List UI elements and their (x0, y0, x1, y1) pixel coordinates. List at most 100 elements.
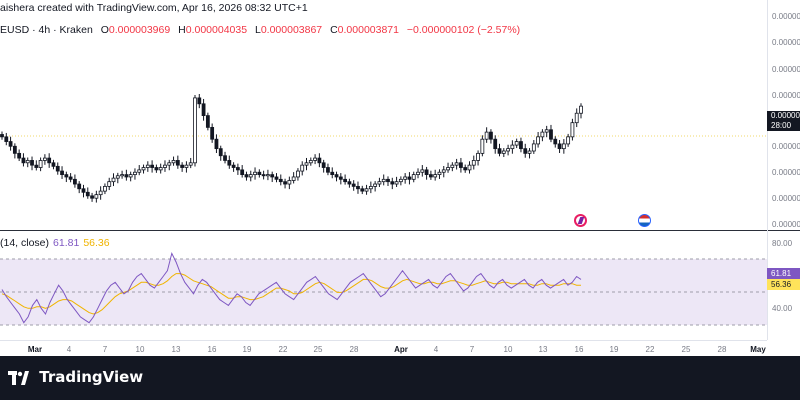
time-axis[interactable]: Mar 4 7 10 13 16 19 22 25 28 Apr 4 7 10 13 16 19 22 25 28 Ma… (28, 345, 766, 354)
time-axis-label: 25 (682, 345, 691, 354)
candle-body (180, 164, 185, 168)
time-axis-label: 19 (243, 345, 252, 354)
time-axis-label: 4 (434, 345, 439, 354)
rsi-axis-label: 40.00 (772, 304, 793, 313)
candle-body (270, 174, 275, 178)
candle-body (300, 164, 305, 172)
time-axis-label: Mar (28, 345, 42, 354)
candle-body (489, 131, 493, 140)
candle-body (471, 160, 476, 166)
symbol-legend[interactable]: EUSD · 4h · Kraken O0.000003969 H0.00000… (0, 24, 525, 36)
time-axis-label: 19 (610, 345, 619, 354)
candle-body (111, 177, 116, 183)
candle-body (343, 178, 348, 183)
candle-body (103, 185, 107, 192)
candle-body (549, 129, 553, 140)
current-price-tag: 0.00000 28:00 (767, 111, 800, 131)
us-flag-icon[interactable] (638, 214, 651, 227)
tradingview-logo[interactable]: TradingView (8, 368, 143, 386)
candle-body (107, 181, 112, 187)
price-axis-label: 0.000000 (772, 168, 800, 177)
candle-body (390, 181, 395, 185)
candle-body (484, 131, 489, 140)
candle-body (540, 131, 545, 138)
candle-body (373, 183, 378, 187)
candle-body (459, 162, 463, 168)
rsi-legend[interactable]: (14, close) 61.81 56.36 (0, 237, 110, 249)
candle-body (231, 164, 236, 168)
candle-body (193, 97, 197, 164)
candle-body (201, 103, 206, 117)
candle-body (244, 174, 249, 178)
bolt-icon[interactable] (574, 214, 587, 227)
candle-body (553, 138, 558, 145)
candle-body (12, 145, 17, 154)
candle-body (287, 180, 292, 185)
rsi-line (1, 251, 582, 324)
candle-body (351, 183, 356, 187)
rsi-ma-value-tag: 56.36 (767, 279, 800, 290)
rsi-ma-value: 56.36 (83, 237, 110, 249)
candle-body (407, 176, 412, 180)
candle-body (321, 162, 326, 168)
price-axis-label: 0.000000 (772, 65, 800, 74)
candle-body (210, 127, 215, 140)
ohlc-open-label: O (100, 24, 109, 36)
rsi-ma-line (1, 273, 581, 315)
candle-body (476, 152, 480, 161)
symbol-label[interactable]: EUSD · 4h · Kraken (0, 24, 93, 36)
ohlc-open-value: 0.000003969 (108, 24, 171, 36)
rsi-axis[interactable]: 80.00 40.00 (772, 239, 793, 313)
candle-body (463, 167, 468, 171)
candle-body (527, 150, 532, 154)
time-axis-label: 22 (279, 345, 288, 354)
time-axis-label: 10 (504, 345, 513, 354)
candle-body (360, 188, 365, 192)
candle-body (450, 164, 455, 168)
candle-body (441, 169, 446, 173)
candle-body (98, 190, 103, 196)
candle-body (510, 144, 515, 150)
ohlc-close-label: C (330, 24, 338, 36)
candle-body (317, 157, 322, 164)
time-axis-label: 4 (67, 345, 72, 354)
candle-body (501, 150, 506, 154)
candle-body (64, 174, 69, 178)
candle-body (175, 160, 180, 166)
candle-body (8, 141, 13, 147)
tradingview-logo-icon (8, 370, 29, 385)
candle-body (424, 169, 429, 176)
candle-body (171, 160, 176, 164)
price-pane[interactable] (0, 0, 767, 230)
candle-body (154, 167, 159, 171)
candle-body (21, 157, 26, 164)
price-axis-label: 0.000000 (772, 91, 800, 100)
candle-body (428, 174, 433, 178)
rsi-label[interactable]: (14, close) (0, 237, 50, 249)
candle-body (77, 183, 82, 190)
chart-canvas[interactable]: 0.0000000.0000000.0000000.0000000.000000… (0, 0, 800, 356)
candle-body (261, 174, 266, 177)
candle-body (433, 174, 438, 178)
candle-body (248, 174, 253, 178)
candle-body (536, 136, 541, 145)
candle-body (38, 160, 43, 168)
candle-body (235, 167, 240, 171)
candle-body (115, 175, 120, 179)
candle-body (30, 160, 34, 166)
candle-body (137, 169, 142, 173)
ohlc-high-value: 0.000004035 (185, 24, 248, 36)
candle-body (356, 185, 360, 190)
candle-body (167, 162, 172, 166)
candle-body (274, 176, 279, 180)
time-axis-label: 7 (470, 345, 475, 354)
candle-body (347, 181, 352, 185)
candle-body (278, 178, 283, 183)
candle-body (514, 141, 519, 146)
candle-body (296, 170, 300, 178)
candle-body (334, 174, 339, 178)
price-axis-label: 0.000000 (772, 38, 800, 47)
candle-body (214, 138, 219, 150)
candle-body (308, 160, 313, 164)
price-axis[interactable]: 0.0000000.0000000.0000000.0000000.000000… (772, 12, 800, 229)
